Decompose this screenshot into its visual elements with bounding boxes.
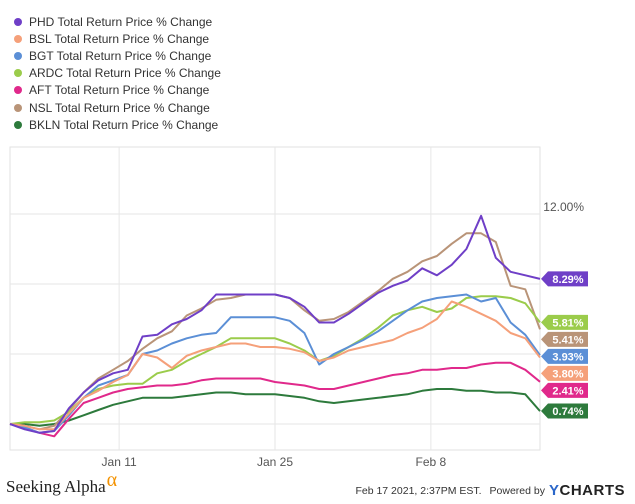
ycharts-logo-text: CHARTS [559, 482, 625, 499]
series-line [9, 300, 541, 431]
legend-marker [14, 120, 22, 129]
legend-label: NSL Total Return Price % Change [29, 100, 210, 115]
end-label-box [541, 314, 588, 330]
series-line [9, 295, 541, 425]
legend-label: BSL Total Return Price % Change [29, 31, 210, 46]
end-label-text: 2.41% [552, 385, 583, 397]
legend-item: AFT Total Return Price % Change [14, 82, 221, 99]
x-tick-label: Jan 25 [257, 455, 293, 469]
series-line [9, 214, 541, 434]
legend-label: BKLN Total Return Price % Change [29, 117, 219, 132]
chart-legend: PHD Total Return Price % Change BSL Total… [14, 13, 221, 133]
x-axis-ticks: Jan 11 Jan 25 Feb 8 [102, 147, 447, 469]
legend-item: ARDC Total Return Price % Change [14, 65, 221, 82]
seeking-alpha-brand: Seeking Alphaα [6, 469, 117, 498]
legend-item: BKLN Total Return Price % Change [14, 116, 221, 133]
legend-item: BSL Total Return Price % Change [14, 30, 221, 47]
end-label-box [541, 403, 588, 419]
end-label-text: 5.41% [552, 334, 583, 346]
legend-marker [14, 69, 22, 78]
series-line [9, 361, 541, 438]
legend-label: BGT Total Return Price % Change [29, 48, 212, 63]
end-label: 3.93% [541, 348, 588, 364]
legend-marker [14, 17, 22, 26]
end-label: 2.41% [541, 382, 588, 398]
ycharts-logo-y: Y [548, 482, 560, 499]
end-label-text: 3.80% [552, 368, 583, 380]
end-label: 5.81% [541, 314, 588, 330]
y-axis-ticks: 12.00% [543, 200, 584, 214]
alpha-mark: α [106, 469, 118, 491]
legend-label: PHD Total Return Price % Change [29, 14, 213, 29]
end-value-labels: 8.29% 5.81% 5.41% 3.93% 3.80% 2.41% 0.74% [541, 271, 588, 419]
end-label-box [541, 365, 588, 381]
legend-item: BGT Total Return Price % Change [14, 47, 221, 64]
end-label: 5.41% [541, 331, 588, 347]
end-label-box [541, 331, 588, 347]
legend-marker [14, 34, 22, 43]
end-label-box [541, 348, 588, 364]
legend-item: PHD Total Return Price % Change [14, 13, 221, 30]
x-tick-label: Feb 8 [416, 455, 447, 469]
end-label-text: 3.93% [552, 351, 583, 363]
series-line [9, 293, 541, 434]
footer-attribution: Feb 17 2021, 2:37PM EST. Powered by YCHA… [355, 482, 625, 499]
end-label-text: 8.29% [552, 274, 583, 286]
end-label-box [541, 382, 588, 398]
end-label: 0.74% [541, 403, 588, 419]
end-label-box [541, 271, 588, 287]
y-tick-label: 12.00% [543, 200, 584, 214]
legend-item: NSL Total Return Price % Change [14, 99, 221, 116]
powered-by: Powered by [489, 484, 545, 497]
series-lines [9, 214, 541, 438]
legend-marker [14, 51, 22, 60]
end-label-text: 0.74% [552, 406, 583, 418]
x-tick-label: Jan 11 [102, 455, 137, 469]
end-label: 8.29% [541, 271, 588, 287]
end-label-text: 5.81% [552, 317, 583, 329]
legend-marker [14, 86, 22, 95]
legend-label: ARDC Total Return Price % Change [29, 66, 221, 81]
end-label: 3.80% [541, 365, 588, 381]
timestamp: Feb 17 2021, 2:37PM EST. [355, 484, 482, 497]
legend-label: AFT Total Return Price % Change [29, 83, 210, 98]
legend-marker [14, 103, 22, 112]
brand-text: Seeking Alpha [6, 477, 106, 496]
series-line [10, 388, 541, 427]
ycharts-logo: YCHARTS [549, 482, 625, 499]
